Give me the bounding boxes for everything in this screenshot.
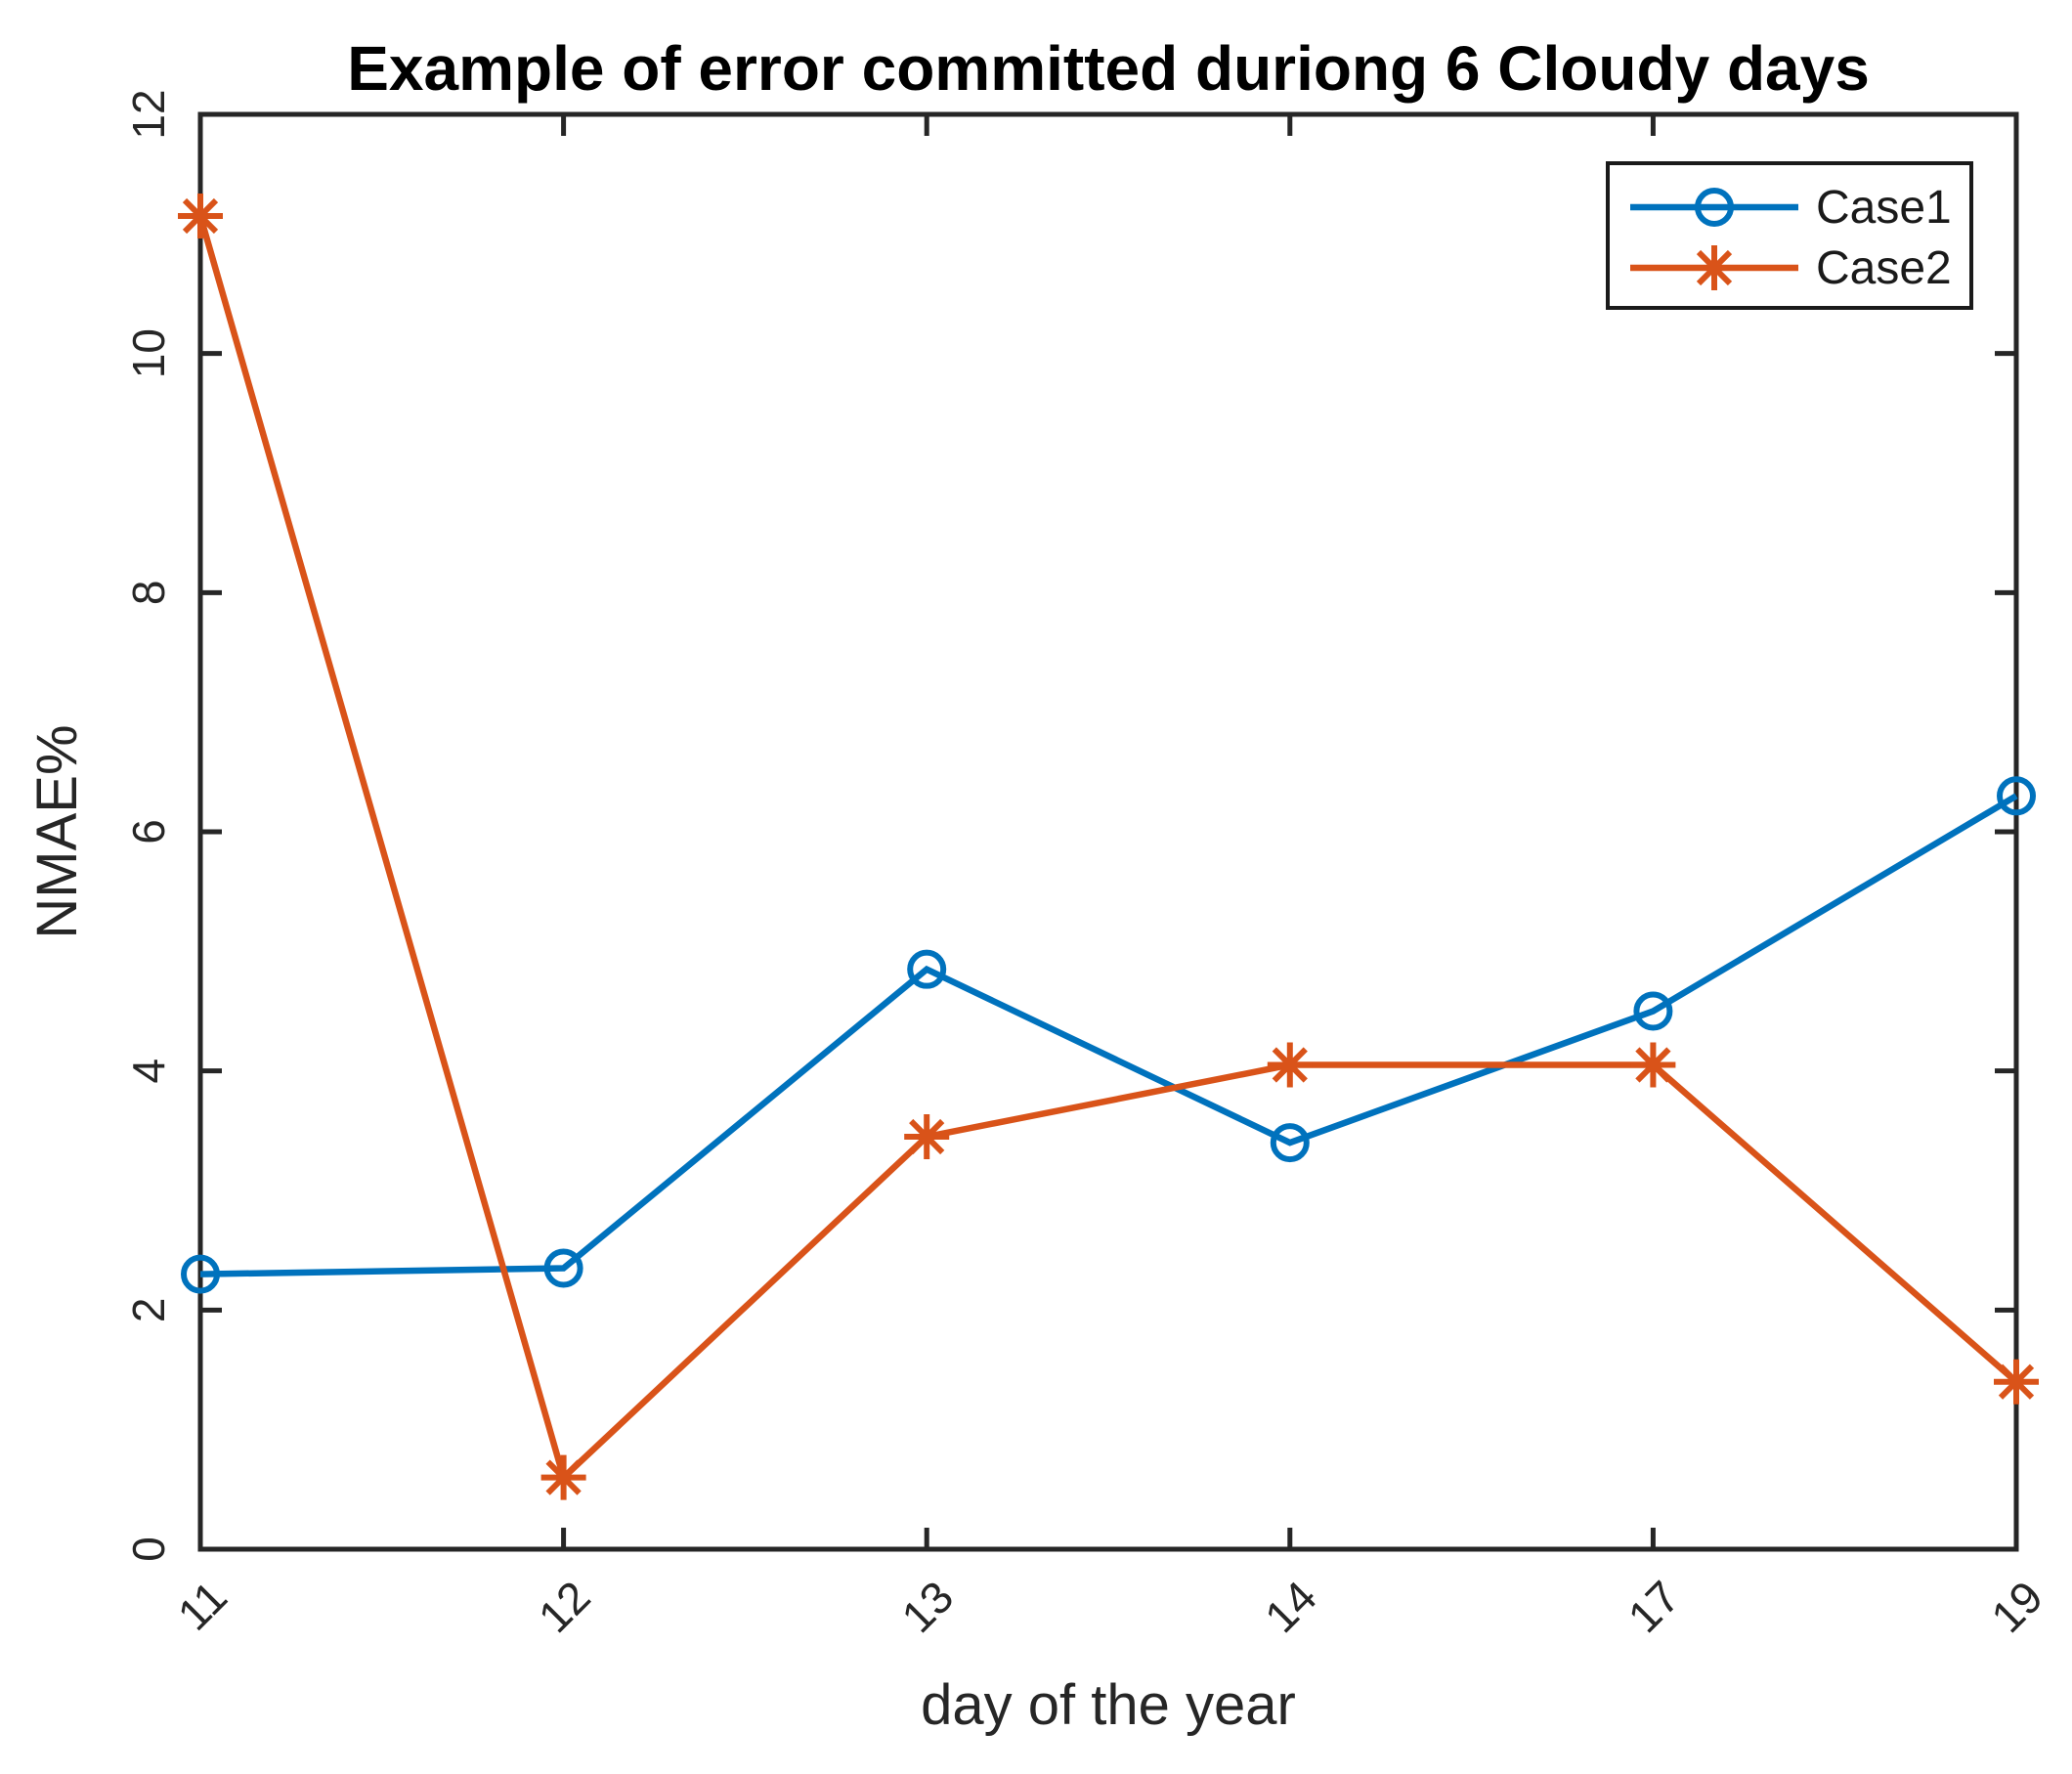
- y-tick-label: 10: [123, 328, 174, 378]
- x-tick-label: 11: [168, 1571, 237, 1640]
- circle-marker-icon: [181, 1254, 220, 1294]
- circle-marker-icon: [543, 1248, 583, 1288]
- asterisk-marker-icon: [1994, 1359, 2039, 1405]
- legend-label-case1: Case1: [1816, 182, 1952, 234]
- circle-marker-icon: [1695, 188, 1734, 227]
- x-tick-label: 13: [891, 1571, 963, 1642]
- y-tick-label: 0: [123, 1536, 174, 1562]
- asterisk-marker-icon: [904, 1113, 950, 1159]
- circle-marker-icon: [1633, 991, 1673, 1031]
- circle-marker-icon: [1997, 776, 2036, 816]
- x-tick-label: 19: [1981, 1571, 2052, 1642]
- legend: Case1 Case2: [1606, 161, 1973, 310]
- x-axis-label: day of the year: [921, 1673, 1296, 1737]
- x-tick-label: 12: [529, 1571, 600, 1642]
- x-tick-label: 17: [1619, 1571, 1690, 1642]
- series-line-case2: [196, 215, 2019, 1484]
- y-tick-label: 4: [123, 1059, 174, 1084]
- axes-box: [197, 111, 2019, 1552]
- legend-label-case2: Case2: [1816, 242, 1952, 294]
- series-line-case1: [199, 793, 2018, 1277]
- asterisk-marker-icon: [1267, 1042, 1313, 1088]
- circle-marker-icon: [907, 949, 947, 989]
- asterisk-marker-icon: [1630, 1042, 1676, 1088]
- y-tick-label: 6: [123, 819, 174, 844]
- y-tick-label: 2: [123, 1298, 174, 1323]
- asterisk-marker-icon: [540, 1454, 586, 1500]
- x-tick-label: 14: [1255, 1571, 1326, 1642]
- legend-circle-marker-icon: [1695, 188, 1734, 227]
- plot-area: 11 12 13 14 17 19 0 2 4 6 8 10 12: [123, 89, 2052, 1642]
- asterisk-marker-icon: [1692, 245, 1737, 290]
- chart-title: Example of error committed duriong 6 Clo…: [347, 33, 1870, 104]
- asterisk-marker-icon: [178, 193, 223, 238]
- legend-entry-case1: Case1: [1630, 182, 1952, 234]
- legend-asterisk-marker-icon: [1692, 245, 1737, 290]
- circle-marker-icon: [1270, 1123, 1310, 1163]
- y-axis-label: NMAE%: [25, 724, 89, 938]
- legend-entry-case2: Case2: [1630, 242, 1952, 294]
- y-tick-label: 12: [123, 89, 174, 139]
- legend-box: [1606, 161, 1973, 310]
- y-tick-label: 8: [123, 581, 174, 606]
